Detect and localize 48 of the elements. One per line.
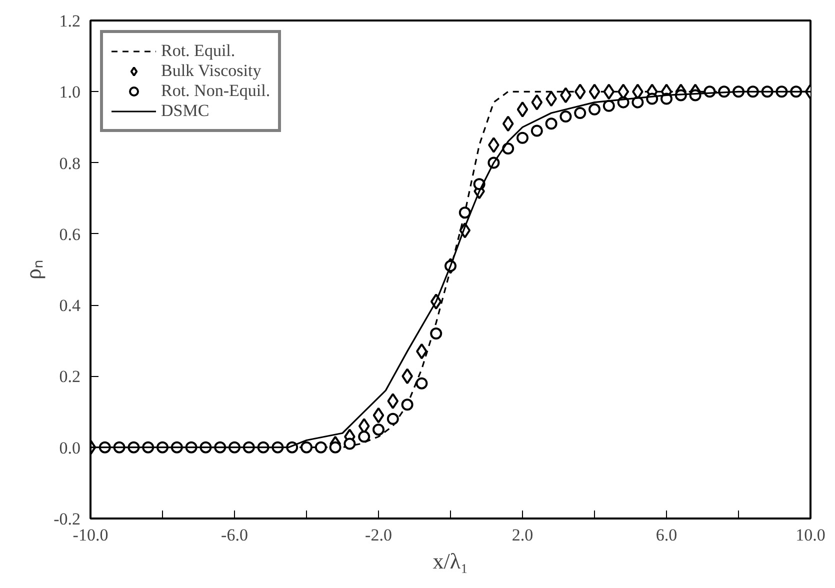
point xyxy=(372,424,384,436)
point xyxy=(574,84,586,100)
point xyxy=(329,441,342,454)
point xyxy=(458,206,471,219)
point xyxy=(488,137,500,153)
y-tick-label: 1.0 xyxy=(59,82,80,102)
point xyxy=(416,377,428,390)
y-tick-label: 0.0 xyxy=(59,438,80,458)
point xyxy=(531,94,543,110)
y-axis-title: ρₙ xyxy=(20,260,46,280)
point xyxy=(300,441,312,454)
point xyxy=(530,124,543,137)
point xyxy=(387,393,399,410)
y-tick-label: 0.8 xyxy=(59,154,80,173)
point xyxy=(516,132,528,144)
point xyxy=(502,116,514,132)
point xyxy=(386,412,399,425)
point xyxy=(516,101,528,118)
y-tick-label: 0.6 xyxy=(59,224,80,244)
point xyxy=(358,430,370,443)
legend-label: Rot. Non-Equil. xyxy=(161,81,270,101)
y-tick-label: 0.2 xyxy=(59,367,80,386)
point xyxy=(560,110,572,123)
point xyxy=(401,398,414,411)
y-tick-label: 0.4 xyxy=(59,296,81,316)
y-tick-label: -0.2 xyxy=(54,510,81,528)
legend-label: Rot. Equil. xyxy=(161,41,236,61)
x-tick-label: 2.0 xyxy=(512,526,534,544)
x-axis-title: x/λ₁ xyxy=(432,548,468,574)
x-tick-label: -2.0 xyxy=(365,526,392,544)
point xyxy=(632,96,644,108)
x-tick-label: -6.0 xyxy=(221,526,248,544)
point xyxy=(372,407,384,424)
point xyxy=(314,441,327,454)
legend-label: Bulk Viscosity xyxy=(161,61,262,81)
x-tick-label: 6.0 xyxy=(656,526,678,544)
point xyxy=(344,438,356,450)
point xyxy=(603,84,615,100)
x-tick-label: -10.0 xyxy=(72,526,108,544)
point xyxy=(545,118,558,130)
point xyxy=(588,84,600,100)
point xyxy=(430,328,442,340)
point xyxy=(574,106,586,119)
x-tick-label: 10.0 xyxy=(796,526,826,544)
legend-label: DSMC xyxy=(161,101,210,121)
point xyxy=(602,100,615,112)
point xyxy=(588,103,600,116)
y-tick-label: 1.2 xyxy=(59,12,80,30)
